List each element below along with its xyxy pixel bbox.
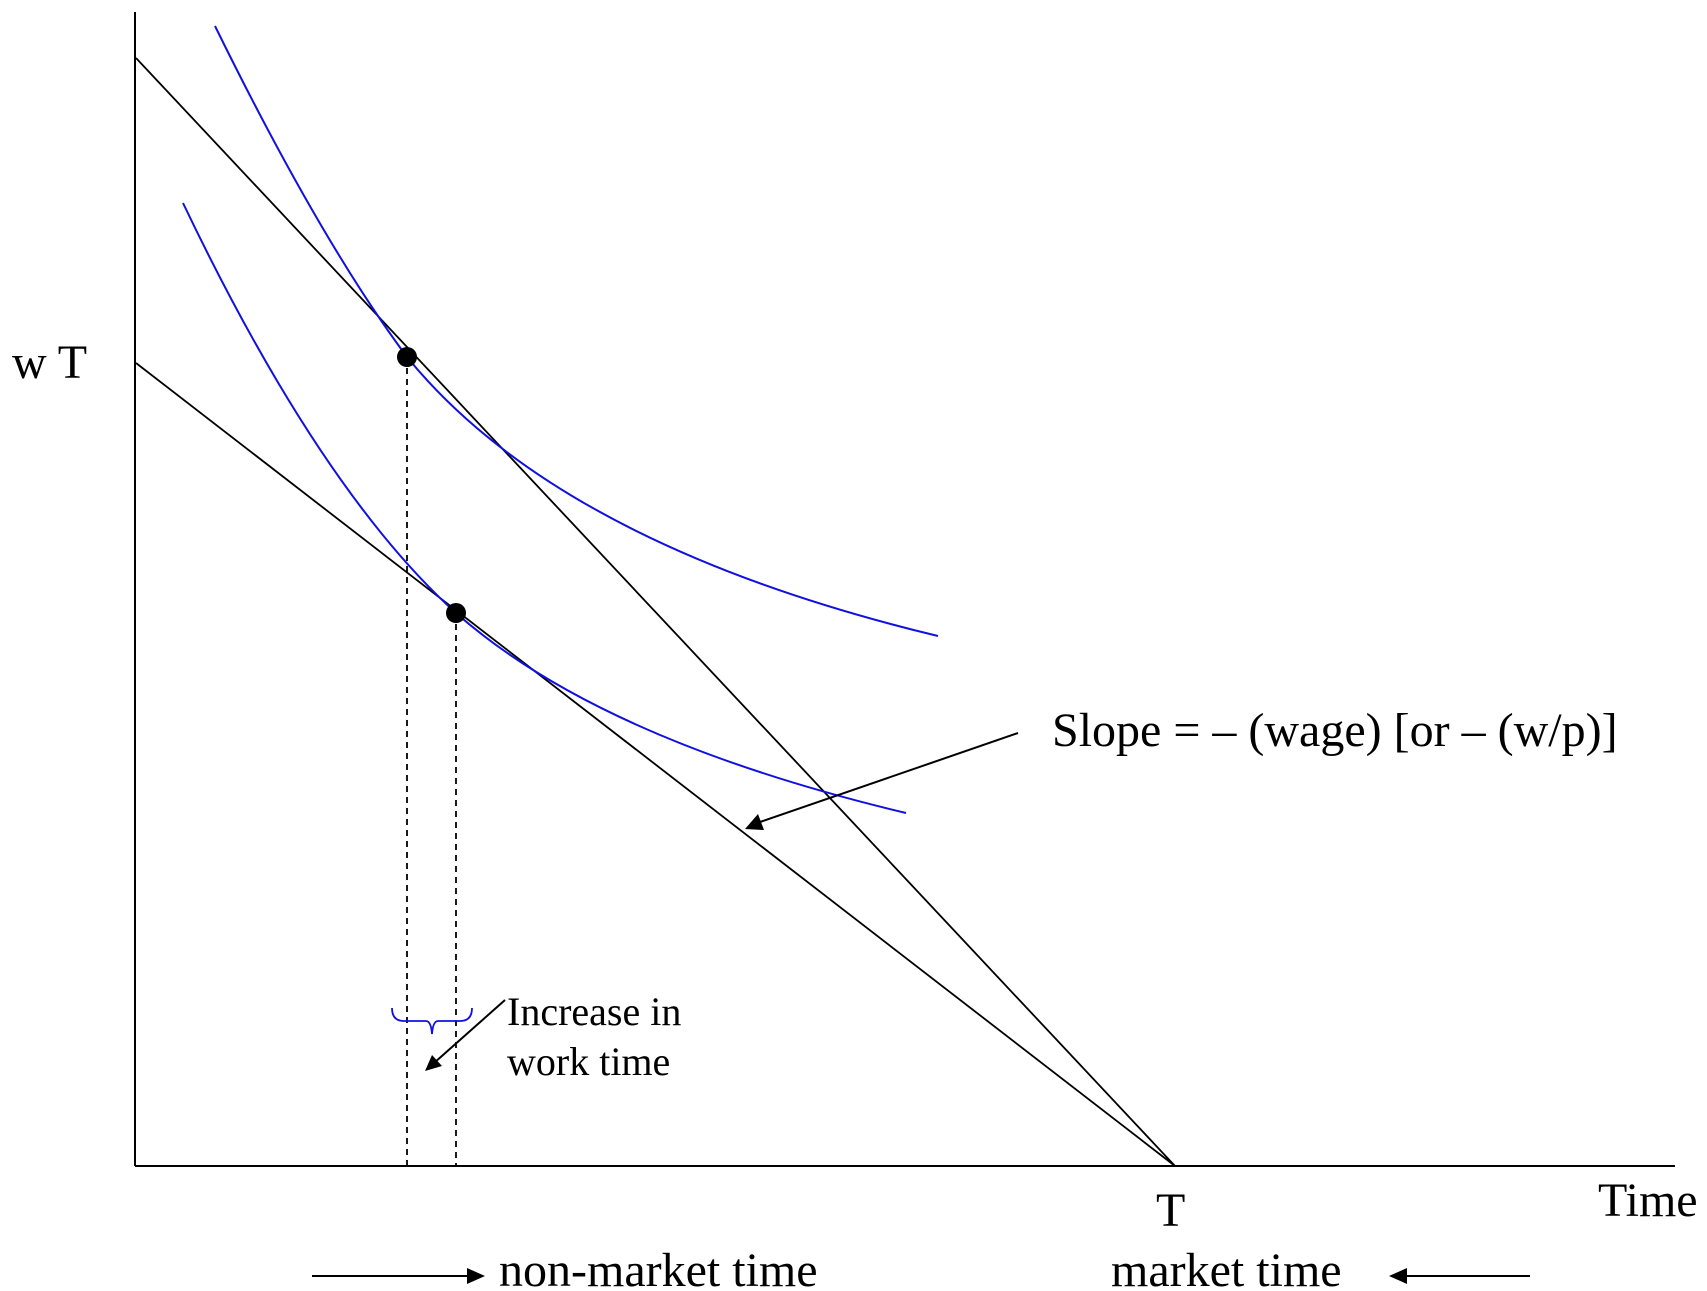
market-arrow-head <box>1389 1268 1407 1284</box>
tangency-point-lower <box>446 603 466 623</box>
market-time-label: market time <box>1111 1244 1342 1291</box>
increase-annotation-line1: Increase in <box>507 989 681 1034</box>
slope-arrow-head <box>745 814 764 830</box>
x-axis-end-label: T <box>1156 1184 1185 1237</box>
budget-line-flat <box>135 362 1176 1167</box>
tangency-point-upper <box>397 347 417 367</box>
increase-arrow-head <box>425 1055 442 1071</box>
slope-annotation: Slope = – (wage) [or – (w/p)] <box>1052 704 1618 757</box>
increase-annotation-line2: work time <box>507 1039 670 1084</box>
increase-arrow-line <box>433 999 506 1064</box>
indifference-curve-lower <box>182 202 907 814</box>
indifference-curve-upper <box>214 25 939 637</box>
slope-arrow-line <box>759 732 1019 823</box>
non-market-arrow-head <box>467 1268 485 1284</box>
non-market-time-label: non-market time <box>499 1244 818 1291</box>
y-axis-label: w T <box>12 336 87 389</box>
work-time-brace <box>391 1007 473 1035</box>
budget-line-steep <box>135 57 1176 1167</box>
x-axis-label: Time <box>1598 1174 1698 1227</box>
